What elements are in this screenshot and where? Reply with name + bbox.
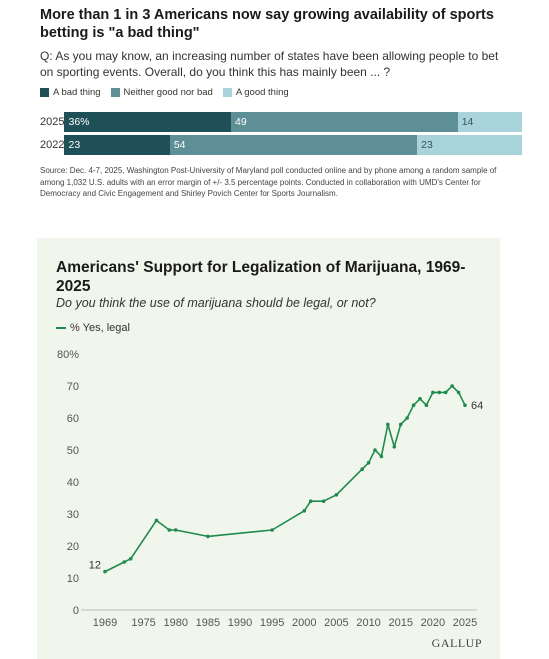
sports-betting-title: More than 1 in 3 Americans now say growi… xyxy=(40,7,494,41)
bar-segment-neither: 49 xyxy=(231,112,458,132)
legend-label: A good thing xyxy=(235,87,289,98)
data-point xyxy=(424,403,429,407)
legend-label: A bad thing xyxy=(53,87,101,98)
data-point xyxy=(398,422,403,427)
x-tick-label: 2015 xyxy=(388,617,412,629)
data-point xyxy=(302,509,307,513)
y-tick-label: 40 xyxy=(67,477,79,489)
x-tick-label: 2000 xyxy=(292,617,316,629)
legend-line-swatch xyxy=(56,327,66,329)
data-point xyxy=(154,518,159,523)
y-tick-label: 10 xyxy=(67,573,79,585)
y-tick-label: 80% xyxy=(57,349,79,361)
data-point xyxy=(386,422,390,427)
bar-track: 36% 49 14 xyxy=(64,112,523,132)
data-point xyxy=(431,390,435,395)
y-tick-label: 30 xyxy=(67,509,79,521)
bar-year-label: 2022 xyxy=(40,139,65,151)
data-point xyxy=(411,403,416,407)
data-point xyxy=(206,534,210,539)
sports-betting-question: Q: As you may know, an increasing number… xyxy=(40,49,499,79)
legend-item-0: A bad thing xyxy=(40,87,101,98)
x-tick-label: 2010 xyxy=(356,617,380,629)
bar-track: 23 54 23 xyxy=(64,135,523,155)
bar-row-2025: 2025 36% 49 14 xyxy=(40,112,523,132)
y-tick-label: 0 xyxy=(73,605,79,617)
marijuana-chart-card: 0 10 20 30 40 50 60 70 80% 1969 1975 1980 1985 1990 19… xyxy=(37,238,500,659)
data-point xyxy=(443,390,448,395)
data-point xyxy=(173,528,178,532)
marijuana-line-chart: 0 10 20 30 40 50 60 70 80% 1969 1975 1980 1985 1990 19… xyxy=(57,349,483,629)
x-tick-label: 1990 xyxy=(228,617,252,629)
x-tick-label: 1969 xyxy=(93,617,117,629)
marijuana-chart-subtitle: Do you think the use of marijuana should… xyxy=(56,296,376,310)
y-tick-label: 70 xyxy=(67,381,79,393)
legend-label: % Yes, legal xyxy=(70,322,130,334)
x-tick-label: 2005 xyxy=(324,617,348,629)
data-label: 64 xyxy=(471,400,483,412)
data-point xyxy=(321,499,326,504)
data-point xyxy=(456,390,461,395)
data-point xyxy=(128,557,133,561)
y-tick-label: 60 xyxy=(67,413,79,425)
bar-segment-neither: 54 xyxy=(169,135,418,155)
sports-betting-source: Source: Dec. 4-7, 2025, Washington Post-… xyxy=(40,166,497,198)
x-tick-label: 2025 xyxy=(453,617,477,629)
series-line xyxy=(104,385,466,573)
bar-segment-good: 14 xyxy=(457,112,523,132)
data-point xyxy=(437,390,442,395)
data-point xyxy=(373,448,377,452)
data-point xyxy=(463,403,467,407)
bar-segment-bad: 23 xyxy=(64,135,170,155)
bar-segment-good: 23 xyxy=(417,135,523,155)
data-point xyxy=(360,467,364,471)
legend-swatch xyxy=(110,88,120,97)
gallup-logo: GALLUP xyxy=(431,636,482,650)
x-tick-label: 1980 xyxy=(163,617,187,629)
x-tick-label: 1975 xyxy=(131,617,155,629)
legend-swatch xyxy=(222,88,232,97)
y-tick-label: 20 xyxy=(67,541,79,553)
x-tick-label: 1985 xyxy=(196,617,220,629)
bar-segment-bad: 36% xyxy=(64,112,232,132)
data-point xyxy=(122,560,127,564)
sports-betting-chart: More than 1 in 3 Americans now say growi… xyxy=(40,6,523,200)
legend-item-2: A good thing xyxy=(222,87,289,98)
data-point xyxy=(308,499,313,504)
bar-row-2022: 2022 23 54 23 xyxy=(40,135,523,155)
y-tick-label: 50 xyxy=(67,445,79,457)
bar-year-label: 2025 xyxy=(40,116,65,128)
data-point xyxy=(450,384,454,388)
legend-swatch xyxy=(40,88,49,97)
legend-item-1: Neither good nor bad xyxy=(110,87,213,98)
sports-betting-bars: 2025 36% 49 14 2022 23 54 23 xyxy=(40,112,523,155)
data-label: 12 xyxy=(89,560,101,572)
x-tick-label: 1995 xyxy=(260,617,284,629)
sports-betting-legend: A bad thing Neither good nor bad A good th… xyxy=(40,87,500,98)
data-point xyxy=(334,493,339,497)
marijuana-chart-legend: % Yes, legal xyxy=(56,322,130,334)
data-point xyxy=(379,454,384,459)
x-tick-label: 2020 xyxy=(421,617,445,629)
legend-label: Neither good nor bad xyxy=(123,87,213,98)
data-point xyxy=(366,461,371,465)
data-point xyxy=(270,528,274,532)
data-point xyxy=(167,528,172,532)
data-point xyxy=(405,416,409,420)
marijuana-chart-title: Americans' Support for Legalization of M… xyxy=(56,259,466,295)
data-point xyxy=(418,397,422,401)
data-point xyxy=(392,445,397,449)
data-point xyxy=(103,569,107,574)
